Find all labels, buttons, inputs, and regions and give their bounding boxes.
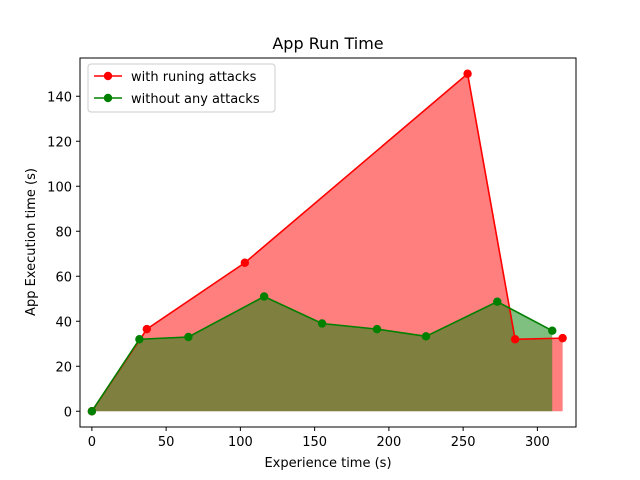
series-1-point-2: [142, 324, 152, 334]
x-tick-label: 50: [158, 435, 175, 450]
series-2-point-1: [87, 407, 97, 416]
series-2-point-6: [372, 324, 382, 334]
x-tick-label: 100: [228, 435, 253, 450]
axes-frame: [79, 57, 577, 428]
y-tick-label: 80: [55, 225, 72, 240]
x-axis-ticks: 0 50 100 150 200 250 300: [88, 427, 550, 450]
x-tick-label: 200: [376, 435, 401, 450]
chart-title: App Run Time: [272, 34, 383, 53]
y-tick-label: 20: [55, 360, 72, 375]
series-2-point-7: [421, 332, 431, 341]
x-tick-label: 300: [525, 435, 550, 450]
legend: with runing attacks without any attacks: [87, 63, 276, 113]
y-tick-label: 40: [55, 315, 72, 330]
legend-box: [87, 63, 276, 113]
series-points: [87, 69, 567, 416]
series-1-point-6: [558, 333, 567, 343]
series-2-point-4: [259, 292, 269, 301]
series-2-point-2: [135, 335, 144, 344]
series-2-point-8: [493, 297, 502, 306]
y-axis-ticks: 0 20 40 60 80 100 120 140: [47, 90, 80, 420]
x-tick-label: 250: [451, 435, 476, 450]
y-tick-label: 60: [55, 270, 72, 285]
series-2-point-5: [317, 319, 327, 328]
y-tick-label: 120: [47, 135, 72, 150]
legend-entry-2-label: without any attacks: [131, 92, 260, 107]
series-1-point-3: [240, 258, 250, 267]
x-axis-label: Experience time (s): [264, 456, 391, 471]
y-tick-label: 100: [47, 180, 72, 195]
y-axis-label: App Execution time (s): [24, 168, 39, 316]
series-2-fill: [91, 296, 553, 412]
y-tick-label: 0: [64, 405, 72, 420]
x-tick-label: 150: [302, 435, 327, 450]
legend-entry-1-label: with runing attacks: [131, 70, 257, 85]
series-1-point-4: [463, 69, 472, 78]
x-tick-label: 0: [88, 435, 96, 450]
series-1-point-5: [510, 335, 520, 344]
y-tick-label: 140: [47, 90, 72, 105]
legend-entry-2-marker: [103, 93, 113, 103]
legend-entry-1-marker: [103, 71, 113, 81]
series-2-point-9: [548, 326, 557, 335]
series-2-point-3: [184, 332, 193, 342]
